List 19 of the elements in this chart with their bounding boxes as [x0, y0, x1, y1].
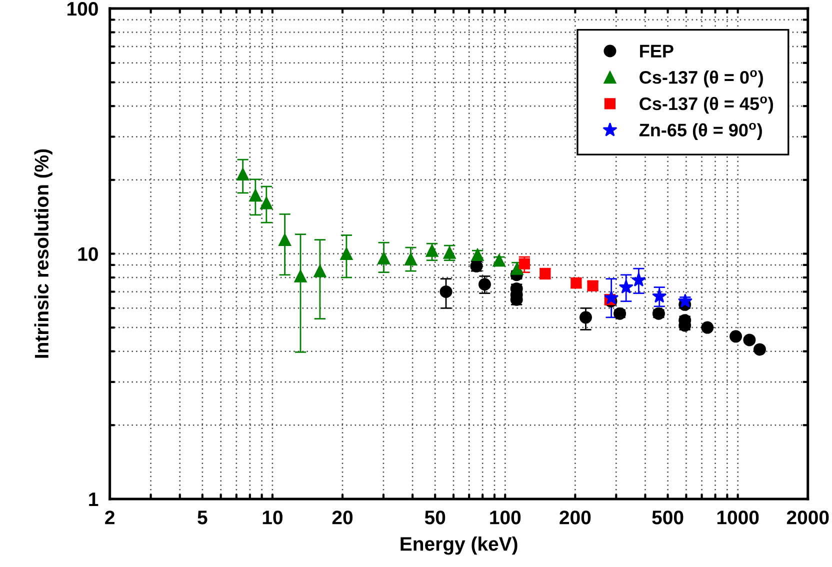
- legend-label: Zn-65 (θ = 90$^{o}$): [639, 122, 762, 140]
- legend-label: Cs-137 (θ = 45$^{o}$): [640, 96, 774, 114]
- x-tick-label: 2000: [786, 510, 829, 524]
- x-tick-label: 100: [490, 510, 521, 524]
- x-tick-label: 10: [262, 510, 282, 524]
- y-tick-label: 1: [89, 492, 98, 506]
- x-tick-label: 1000: [717, 510, 759, 524]
- x-tick-label: 200: [560, 510, 591, 524]
- x-tick-label: 2: [105, 510, 114, 524]
- x-tick-label: 5: [198, 510, 208, 524]
- y-axis-title: Intrinsic resolution (%): [34, 149, 52, 358]
- y-tick-label: 100: [68, 2, 98, 16]
- y-tick-label: 10: [78, 247, 98, 261]
- legend-label: Cs-137 (θ = 0$^{o}$): [640, 70, 763, 88]
- legend-label: FEP: [640, 44, 674, 58]
- x-axis-title: Energy (keV): [400, 536, 518, 555]
- x-tick-label: 50: [424, 510, 446, 524]
- x-tick-label: 20: [332, 510, 353, 524]
- x-tick-label: 500: [652, 510, 684, 524]
